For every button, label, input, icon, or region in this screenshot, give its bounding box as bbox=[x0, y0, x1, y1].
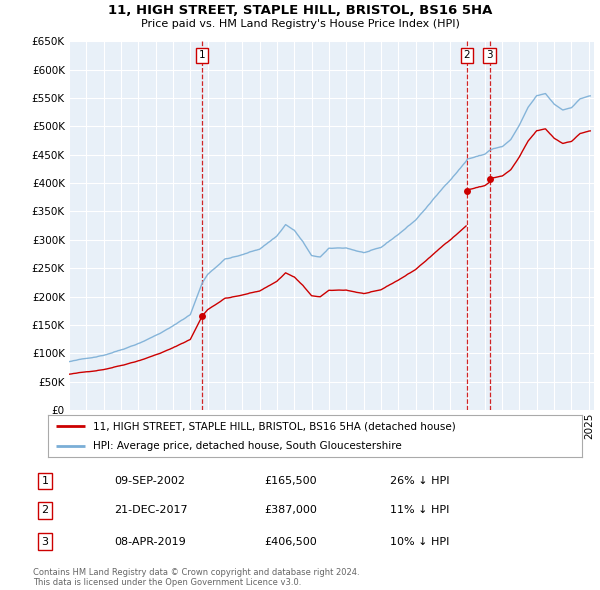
Text: 1: 1 bbox=[41, 476, 49, 486]
Text: 2: 2 bbox=[464, 51, 470, 61]
Text: 3: 3 bbox=[41, 537, 49, 546]
Text: 3: 3 bbox=[486, 51, 493, 61]
Text: 11, HIGH STREET, STAPLE HILL, BRISTOL, BS16 5HA: 11, HIGH STREET, STAPLE HILL, BRISTOL, B… bbox=[108, 4, 492, 17]
Text: 10% ↓ HPI: 10% ↓ HPI bbox=[390, 537, 449, 546]
Text: 09-SEP-2002: 09-SEP-2002 bbox=[114, 476, 185, 486]
Text: 1: 1 bbox=[199, 51, 206, 61]
Text: 21-DEC-2017: 21-DEC-2017 bbox=[114, 506, 188, 515]
Text: 08-APR-2019: 08-APR-2019 bbox=[114, 537, 186, 546]
Text: £165,500: £165,500 bbox=[264, 476, 317, 486]
Text: Price paid vs. HM Land Registry's House Price Index (HPI): Price paid vs. HM Land Registry's House … bbox=[140, 19, 460, 30]
Text: £387,000: £387,000 bbox=[264, 506, 317, 515]
Text: 2: 2 bbox=[41, 506, 49, 515]
Text: HPI: Average price, detached house, South Gloucestershire: HPI: Average price, detached house, Sout… bbox=[94, 441, 402, 451]
Text: £406,500: £406,500 bbox=[264, 537, 317, 546]
Text: Contains HM Land Registry data © Crown copyright and database right 2024.: Contains HM Land Registry data © Crown c… bbox=[33, 568, 359, 576]
Text: 26% ↓ HPI: 26% ↓ HPI bbox=[390, 476, 449, 486]
Text: 11, HIGH STREET, STAPLE HILL, BRISTOL, BS16 5HA (detached house): 11, HIGH STREET, STAPLE HILL, BRISTOL, B… bbox=[94, 421, 456, 431]
Text: This data is licensed under the Open Government Licence v3.0.: This data is licensed under the Open Gov… bbox=[33, 578, 301, 587]
Text: 11% ↓ HPI: 11% ↓ HPI bbox=[390, 506, 449, 515]
